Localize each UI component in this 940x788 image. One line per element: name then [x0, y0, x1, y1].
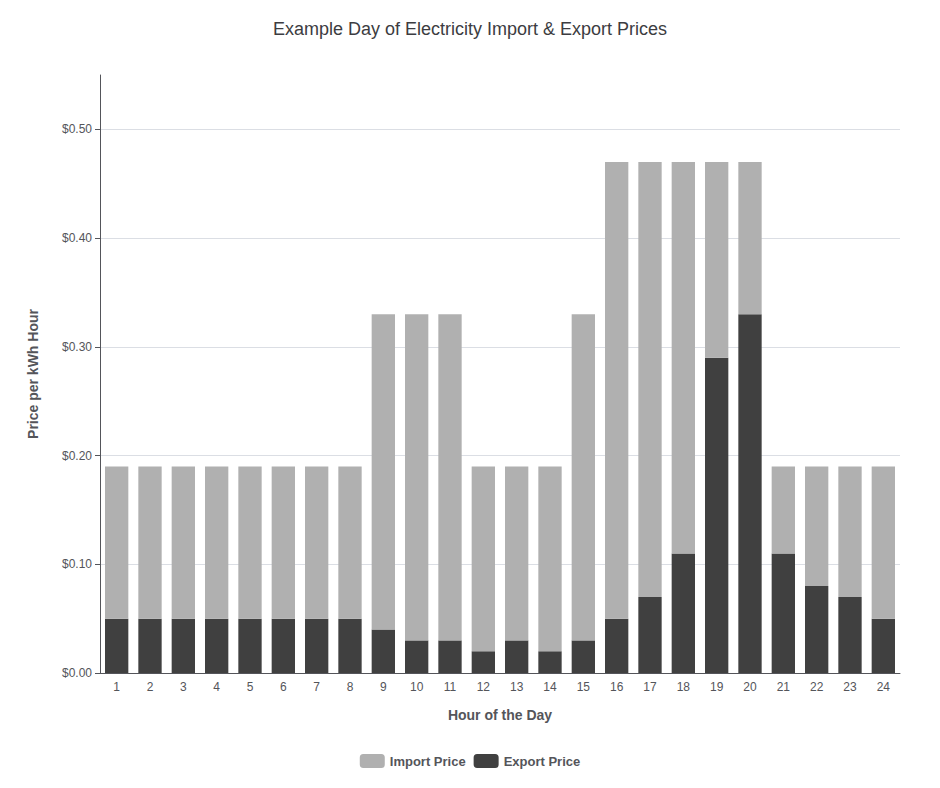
- svg-text:20: 20: [743, 680, 757, 694]
- svg-text:8: 8: [347, 680, 354, 694]
- svg-text:19: 19: [710, 680, 724, 694]
- svg-text:5: 5: [247, 680, 254, 694]
- svg-text:Import Price: Import Price: [390, 754, 466, 769]
- svg-text:$0.20: $0.20: [62, 449, 92, 463]
- svg-text:7: 7: [313, 680, 320, 694]
- svg-text:1: 1: [113, 680, 120, 694]
- svg-text:18: 18: [677, 680, 691, 694]
- svg-text:$0.50: $0.50: [62, 122, 92, 136]
- svg-text:21: 21: [777, 680, 791, 694]
- svg-text:$0.30: $0.30: [62, 340, 92, 354]
- svg-text:Hour of the Day: Hour of the Day: [448, 707, 552, 723]
- svg-text:17: 17: [643, 680, 657, 694]
- svg-text:22: 22: [810, 680, 824, 694]
- svg-text:11: 11: [444, 680, 457, 694]
- svg-text:23: 23: [843, 680, 857, 694]
- svg-text:$0.00: $0.00: [62, 666, 92, 680]
- svg-text:Export Price: Export Price: [504, 754, 581, 769]
- svg-text:$0.10: $0.10: [62, 557, 92, 571]
- svg-text:6: 6: [280, 680, 287, 694]
- svg-text:13: 13: [510, 680, 524, 694]
- svg-text:24: 24: [877, 680, 891, 694]
- svg-text:2: 2: [147, 680, 154, 694]
- svg-text:3: 3: [180, 680, 187, 694]
- svg-text:9: 9: [380, 680, 387, 694]
- svg-text:14: 14: [543, 680, 557, 694]
- svg-text:4: 4: [213, 680, 220, 694]
- svg-text:15: 15: [577, 680, 591, 694]
- svg-text:Example Day of Electricity Imp: Example Day of Electricity Import & Expo…: [273, 19, 667, 39]
- svg-text:12: 12: [477, 680, 491, 694]
- svg-text:10: 10: [410, 680, 424, 694]
- svg-text:$0.40: $0.40: [62, 231, 92, 245]
- svg-text:16: 16: [610, 680, 624, 694]
- svg-text:Price per kWh Hour: Price per kWh Hour: [25, 308, 41, 438]
